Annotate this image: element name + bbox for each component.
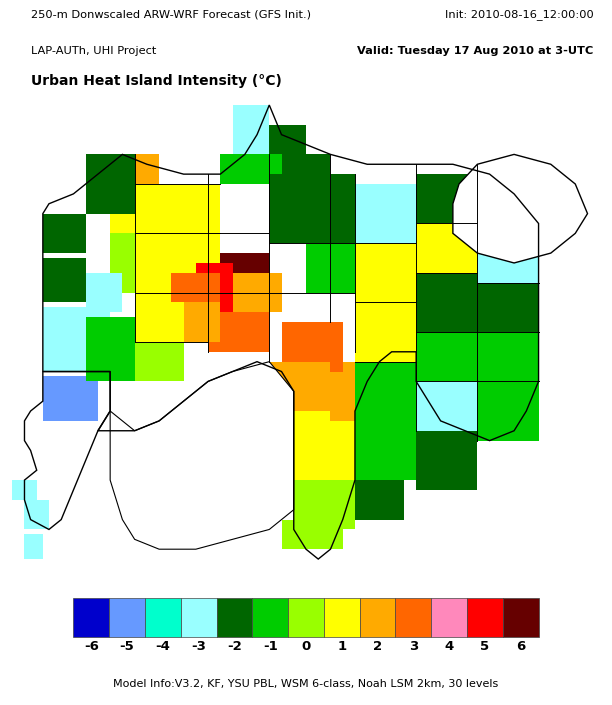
- Polygon shape: [135, 184, 220, 243]
- Polygon shape: [343, 480, 404, 520]
- Polygon shape: [110, 233, 196, 293]
- Polygon shape: [24, 500, 49, 529]
- Polygon shape: [86, 342, 135, 381]
- Text: -5: -5: [120, 640, 135, 653]
- Polygon shape: [110, 362, 294, 549]
- Polygon shape: [233, 105, 269, 154]
- Polygon shape: [220, 253, 269, 283]
- Bar: [145, 598, 181, 637]
- Polygon shape: [269, 362, 330, 411]
- Bar: [288, 598, 324, 637]
- Polygon shape: [110, 184, 184, 233]
- Text: 5: 5: [480, 640, 490, 653]
- Polygon shape: [135, 302, 184, 342]
- Polygon shape: [282, 322, 343, 372]
- Polygon shape: [43, 214, 86, 253]
- Text: Init: 2010-08-16_12:00:00: Init: 2010-08-16_12:00:00: [445, 9, 594, 20]
- Polygon shape: [135, 342, 184, 381]
- Polygon shape: [416, 381, 490, 431]
- Polygon shape: [86, 154, 135, 214]
- Polygon shape: [269, 411, 330, 460]
- Text: -3: -3: [191, 640, 206, 653]
- Polygon shape: [453, 154, 588, 263]
- Text: -2: -2: [227, 640, 242, 653]
- Text: Urban Heat Island Intensity (°C): Urban Heat Island Intensity (°C): [31, 73, 282, 87]
- Bar: [395, 598, 431, 637]
- Polygon shape: [355, 243, 416, 302]
- Polygon shape: [477, 332, 539, 381]
- Text: Valid: Tuesday 17 Aug 2010 at 3-UTC: Valid: Tuesday 17 Aug 2010 at 3-UTC: [357, 46, 594, 56]
- Polygon shape: [306, 243, 367, 293]
- Text: 2: 2: [373, 640, 382, 653]
- Polygon shape: [294, 421, 355, 480]
- Polygon shape: [355, 302, 416, 362]
- Text: LAP-AUTh, UHI Project: LAP-AUTh, UHI Project: [31, 46, 156, 56]
- Bar: [431, 598, 467, 637]
- Polygon shape: [282, 520, 343, 549]
- Text: 250-m Donwscaled ARW-WRF Forecast (GFS Init.): 250-m Donwscaled ARW-WRF Forecast (GFS I…: [31, 9, 311, 20]
- Polygon shape: [477, 223, 539, 283]
- Polygon shape: [86, 317, 135, 372]
- Polygon shape: [171, 273, 220, 302]
- Polygon shape: [355, 184, 416, 243]
- Polygon shape: [416, 174, 490, 223]
- Polygon shape: [294, 480, 355, 529]
- Polygon shape: [477, 283, 539, 332]
- Polygon shape: [86, 273, 122, 312]
- Polygon shape: [416, 273, 477, 332]
- Text: 1: 1: [337, 640, 346, 653]
- Bar: [467, 598, 503, 637]
- Polygon shape: [220, 154, 282, 184]
- Bar: [324, 598, 360, 637]
- Text: 4: 4: [444, 640, 453, 653]
- Polygon shape: [355, 411, 416, 480]
- Text: 6: 6: [516, 640, 525, 653]
- Polygon shape: [282, 154, 330, 194]
- Bar: [217, 598, 252, 637]
- Polygon shape: [43, 376, 98, 421]
- Bar: [181, 598, 217, 637]
- Polygon shape: [416, 431, 477, 490]
- Bar: [360, 598, 395, 637]
- Bar: [503, 598, 539, 637]
- Bar: [252, 598, 288, 637]
- Polygon shape: [43, 307, 110, 372]
- Polygon shape: [196, 263, 233, 293]
- Polygon shape: [416, 223, 477, 273]
- Polygon shape: [294, 362, 355, 421]
- Text: 3: 3: [409, 640, 418, 653]
- Text: -6: -6: [84, 640, 99, 653]
- Text: 0: 0: [301, 640, 311, 653]
- Polygon shape: [355, 352, 416, 411]
- Polygon shape: [269, 125, 306, 154]
- Polygon shape: [233, 273, 282, 312]
- Polygon shape: [208, 283, 257, 322]
- Polygon shape: [171, 302, 220, 342]
- Polygon shape: [24, 534, 43, 559]
- Polygon shape: [208, 312, 269, 352]
- Polygon shape: [477, 381, 539, 441]
- Text: Model Info:V3.2, KF, YSU PBL, WSM 6-class, Noah LSM 2km, 30 levels: Model Info:V3.2, KF, YSU PBL, WSM 6-clas…: [113, 679, 499, 689]
- Polygon shape: [135, 233, 220, 302]
- Bar: [73, 598, 109, 637]
- Polygon shape: [43, 258, 86, 302]
- Polygon shape: [269, 174, 355, 243]
- Polygon shape: [110, 154, 159, 184]
- Bar: [109, 598, 145, 637]
- Text: -1: -1: [263, 640, 278, 653]
- Text: -4: -4: [155, 640, 170, 653]
- Polygon shape: [12, 480, 37, 500]
- Polygon shape: [416, 332, 477, 381]
